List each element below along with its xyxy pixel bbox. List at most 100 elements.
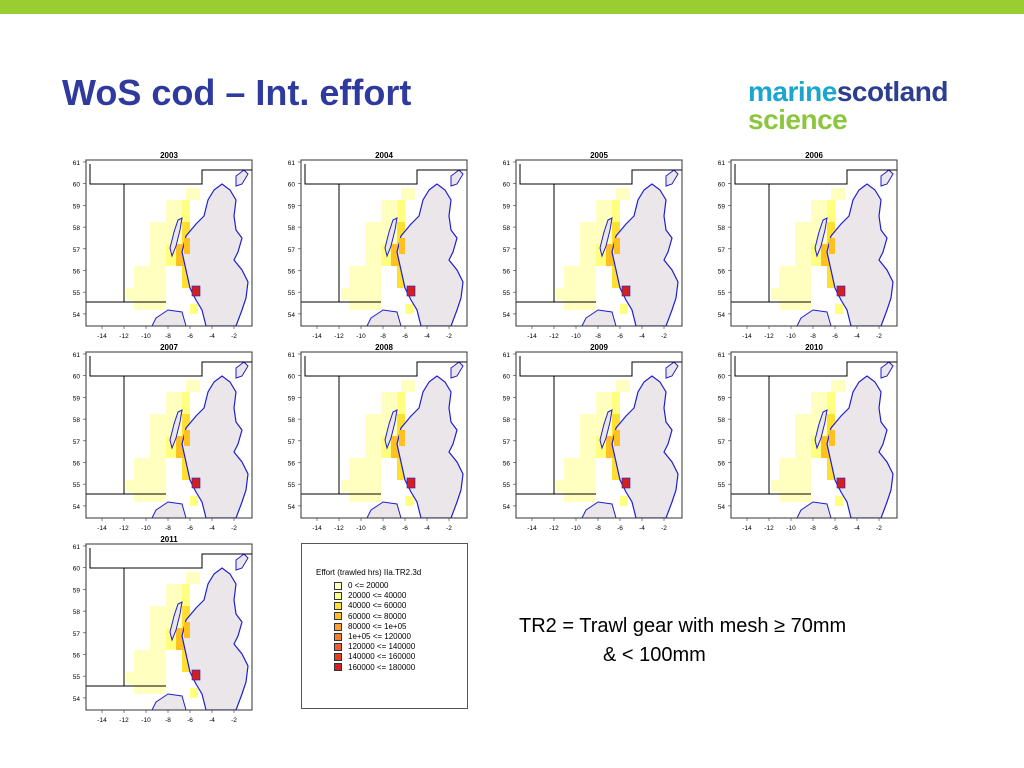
legend-item: 1e+05 <= 120000 [334,632,411,642]
y-tick-label: 58 [288,417,296,424]
y-tick-label: 55 [503,482,511,489]
map-panel-2005: 2005 61 60 59 58 57 56 55 54 -14 -12 -10 -8 -6 -4 -2 [496,150,686,346]
y-tick-label: 57 [73,439,81,446]
y-tick-label: 58 [718,417,726,424]
x-tick-label: -10 [571,525,581,532]
x-tick-label: -12 [764,525,774,532]
legend-swatch [334,653,342,662]
x-tick-label: -4 [424,525,430,532]
x-tick-label: -10 [786,525,796,532]
marine-scotland-science-logo: marinescotland science [748,76,988,136]
x-tick-label: -8 [810,333,816,340]
y-tick-label: 60 [288,182,296,189]
gear-note: TR2 = Trawl gear with mesh ≥ 70mm & < 10… [519,612,846,670]
x-tick-label: -10 [356,333,366,340]
map-panel-2010: 2010 61 60 59 58 57 56 55 54 -14 -12 -10 -8 -6 -4 -2 [711,342,901,538]
y-tick-label: 56 [288,461,296,468]
x-tick-label: -6 [617,525,623,532]
x-tick-label: -2 [446,333,452,340]
x-tick-label: -6 [402,525,408,532]
map-panel-2004: 2004 61 60 59 58 57 56 55 54 -14 -12 -10 -8 -6 -4 -2 [281,150,471,346]
y-tick-label: 54 [288,504,296,511]
y-tick-label: 59 [503,395,511,402]
y-tick-label: 56 [73,461,81,468]
y-tick-label: 56 [503,461,511,468]
x-tick-label: -14 [527,525,537,532]
x-tick-label: -8 [595,333,601,340]
map-year-title: 2005 [590,151,608,160]
logo-line-1: marinescotland [748,76,948,108]
y-tick-label: 59 [73,395,81,402]
y-tick-label: 57 [73,247,81,254]
logo-word-scotland: scotland [836,76,949,107]
y-tick-label: 54 [73,696,81,703]
x-tick-label: -8 [810,525,816,532]
legend-swatch [334,602,342,611]
y-tick-label: 56 [73,653,81,660]
y-tick-label: 59 [718,395,726,402]
y-tick-label: 56 [503,269,511,276]
legend-item: 160000 <= 180000 [334,663,415,673]
y-tick-label: 54 [718,504,726,511]
y-tick-label: 57 [503,247,511,254]
accent-bar [0,0,1024,14]
y-tick-label: 59 [718,203,726,210]
x-tick-label: -14 [97,525,107,532]
y-tick-label: 56 [288,269,296,276]
map-panel-2003: 2003 61 60 59 58 57 56 55 54 -14 -12 -10 -8 -6 -4 -2 [66,150,256,346]
y-tick-label: 57 [73,631,81,638]
y-tick-label: 60 [503,182,511,189]
legend-item-label: 140000 <= 160000 [348,652,416,662]
x-tick-label: -12 [334,333,344,340]
y-tick-label: 61 [73,160,81,167]
y-tick-label: 59 [73,203,81,210]
x-tick-label: -12 [549,333,559,340]
x-tick-label: -6 [187,333,193,340]
y-tick-label: 58 [73,225,81,232]
x-tick-label: -10 [141,333,151,340]
x-tick-label: -12 [334,525,344,532]
y-tick-label: 58 [718,225,726,232]
y-tick-label: 59 [503,203,511,210]
y-tick-label: 61 [503,352,511,359]
y-tick-label: 61 [288,352,296,359]
y-tick-label: 56 [73,269,81,276]
x-tick-label: -14 [742,333,752,340]
x-tick-label: -4 [639,333,645,340]
x-tick-label: -2 [661,333,667,340]
legend-item: 0 <= 20000 [334,581,388,591]
x-tick-label: -2 [661,525,667,532]
y-tick-label: 58 [503,417,511,424]
x-tick-label: -14 [312,333,322,340]
y-tick-label: 60 [73,566,81,573]
x-tick-label: -8 [380,333,386,340]
logo-word-marine: marine [748,76,837,107]
y-tick-label: 54 [73,504,81,511]
y-tick-label: 61 [503,160,511,167]
x-tick-label: -8 [595,525,601,532]
x-tick-label: -14 [527,333,537,340]
y-tick-label: 56 [718,461,726,468]
y-tick-label: 55 [288,482,296,489]
y-tick-label: 55 [718,290,726,297]
gear-note-line-1: TR2 = Trawl gear with mesh ≥ 70mm [519,615,847,637]
y-tick-label: 58 [503,225,511,232]
y-tick-label: 57 [288,247,296,254]
legend-item: 120000 <= 140000 [334,642,415,652]
x-tick-label: -2 [876,525,882,532]
map-panel-2006: 2006 61 60 59 58 57 56 55 54 -14 -12 -10 -8 -6 -4 -2 [711,150,901,346]
y-tick-label: 60 [718,182,726,189]
legend-item: 140000 <= 160000 [334,652,415,662]
y-tick-label: 55 [503,290,511,297]
x-tick-label: -8 [165,717,171,724]
legend-swatch [334,622,342,631]
x-tick-label: -8 [165,333,171,340]
x-tick-label: -2 [876,333,882,340]
y-tick-label: 58 [73,609,81,616]
x-tick-label: -4 [209,717,215,724]
y-tick-label: 57 [718,439,726,446]
x-tick-label: -4 [209,333,215,340]
legend-item-label: 60000 <= 80000 [348,611,407,621]
x-tick-label: -4 [209,525,215,532]
legend-item-label: 120000 <= 140000 [348,642,416,652]
